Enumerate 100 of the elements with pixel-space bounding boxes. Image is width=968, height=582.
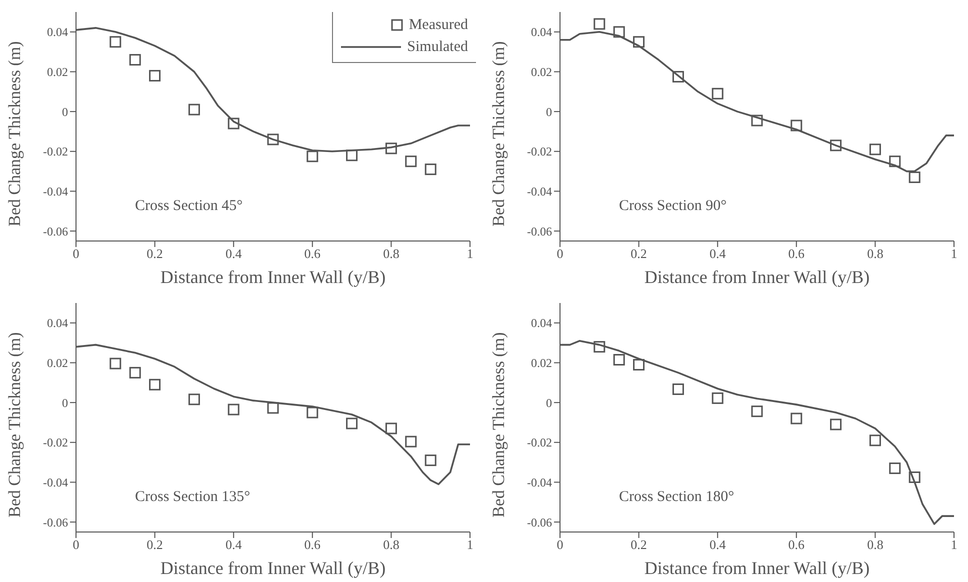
x-tick-label: 0.8 xyxy=(383,537,400,552)
point xyxy=(424,454,436,466)
point xyxy=(830,418,842,430)
y-tick-label: 0.02 xyxy=(47,356,68,370)
point xyxy=(633,358,645,370)
y-tick-label: 0.02 xyxy=(531,65,552,79)
x-tick-label: 1 xyxy=(950,537,958,552)
point xyxy=(405,436,417,448)
y-tick-label: 0.04 xyxy=(531,316,552,330)
point xyxy=(889,462,901,474)
y-tick-label: -0.04 xyxy=(43,184,68,198)
y-tick-label: -0.02 xyxy=(527,436,552,450)
point xyxy=(672,383,684,395)
x-tick-label: 0.4 xyxy=(709,537,726,552)
annotation: Cross Section 180° xyxy=(619,489,734,506)
annotation: Cross Section 45° xyxy=(135,198,243,215)
point xyxy=(188,104,200,116)
x-tick-label: 0.2 xyxy=(146,537,163,552)
x-tick-label: 0.2 xyxy=(630,246,647,262)
annotation: Cross Section 90° xyxy=(619,198,727,215)
x-tick-label: 0 xyxy=(72,246,80,262)
point xyxy=(712,88,724,100)
x-axis-title: Distance from Inner Wall (y/B) xyxy=(160,267,386,287)
point xyxy=(306,150,318,162)
y-tick-label: -0.02 xyxy=(43,144,68,159)
point xyxy=(267,402,279,414)
x-tick-label: 1 xyxy=(466,246,474,262)
x-tick-label: 0.6 xyxy=(304,537,322,552)
x-tick-label: 0.4 xyxy=(225,537,242,552)
y-tick-label: -0.06 xyxy=(43,515,68,530)
legend-label: Measured xyxy=(408,16,468,34)
point xyxy=(908,471,920,483)
y-tick-label: -0.02 xyxy=(43,436,68,450)
y-tick-label: 0 xyxy=(546,104,552,119)
y-tick-label: 0.04 xyxy=(531,25,552,40)
x-tick-label: 1 xyxy=(466,537,474,552)
point xyxy=(267,134,279,146)
y-tick-label: -0.06 xyxy=(527,515,552,530)
point xyxy=(594,18,606,30)
point xyxy=(405,156,417,168)
x-tick-label: 0.8 xyxy=(383,246,400,262)
y-tick-label: 0 xyxy=(62,104,68,119)
point xyxy=(228,118,240,130)
x-tick-label: 0 xyxy=(556,246,564,262)
y-tick-label: -0.06 xyxy=(43,224,68,238)
y-tick-label: -0.06 xyxy=(527,224,552,238)
x-tick-label: 0.2 xyxy=(630,537,647,552)
point xyxy=(385,422,397,434)
point xyxy=(110,358,122,370)
point xyxy=(672,70,684,82)
y-tick-label: -0.04 xyxy=(43,475,68,490)
x-tick-label: 0.4 xyxy=(709,246,726,262)
x-tick-label: 0 xyxy=(556,537,564,552)
y-axis-title: Bed Change Thickness (m) xyxy=(489,332,508,518)
point xyxy=(424,164,436,176)
point xyxy=(790,120,802,132)
x-tick-label: 0.6 xyxy=(304,246,322,262)
point xyxy=(613,354,625,366)
annotation: Cross Section 135° xyxy=(135,489,250,506)
x-axis-title: Distance from Inner Wall (y/B) xyxy=(644,558,870,578)
point xyxy=(790,412,802,424)
point xyxy=(908,172,920,184)
y-tick-label: 0 xyxy=(62,396,68,410)
point xyxy=(346,418,358,430)
point xyxy=(594,341,606,353)
x-tick-label: 0 xyxy=(72,537,80,552)
point xyxy=(751,406,763,418)
point xyxy=(869,434,881,446)
x-tick-label: 0.2 xyxy=(146,246,163,262)
point xyxy=(712,392,724,404)
point xyxy=(830,140,842,152)
x-axis-title: Distance from Inner Wall (y/B) xyxy=(644,267,870,287)
y-axis-title: Bed Change Thickness (m) xyxy=(5,332,24,518)
point xyxy=(633,36,645,48)
y-tick-label: 0.04 xyxy=(47,316,68,330)
x-tick-label: 0.6 xyxy=(788,246,806,262)
y-tick-label: 0.02 xyxy=(531,356,552,370)
point xyxy=(129,366,141,378)
x-tick-label: 1 xyxy=(950,246,958,262)
point xyxy=(188,394,200,406)
y-axis-title: Bed Change Thickness (m) xyxy=(5,41,24,226)
point xyxy=(110,36,122,48)
y-tick-label: 0.02 xyxy=(47,65,68,79)
y-tick-label: -0.04 xyxy=(527,184,552,198)
y-tick-label: -0.02 xyxy=(527,144,552,159)
point xyxy=(346,150,358,162)
point xyxy=(149,378,161,390)
y-axis-title: Bed Change Thickness (m) xyxy=(489,41,508,226)
point xyxy=(129,54,141,66)
point xyxy=(149,70,161,82)
point xyxy=(613,26,625,38)
point xyxy=(385,142,397,154)
x-tick-label: 0.6 xyxy=(788,537,806,552)
x-tick-label: 0.8 xyxy=(867,246,884,262)
point xyxy=(228,404,240,416)
x-axis-title: Distance from Inner Wall (y/B) xyxy=(160,558,386,578)
point xyxy=(869,144,881,156)
y-tick-label: 0 xyxy=(546,396,552,410)
y-tick-label: -0.04 xyxy=(527,475,552,490)
x-tick-label: 0.8 xyxy=(867,537,884,552)
